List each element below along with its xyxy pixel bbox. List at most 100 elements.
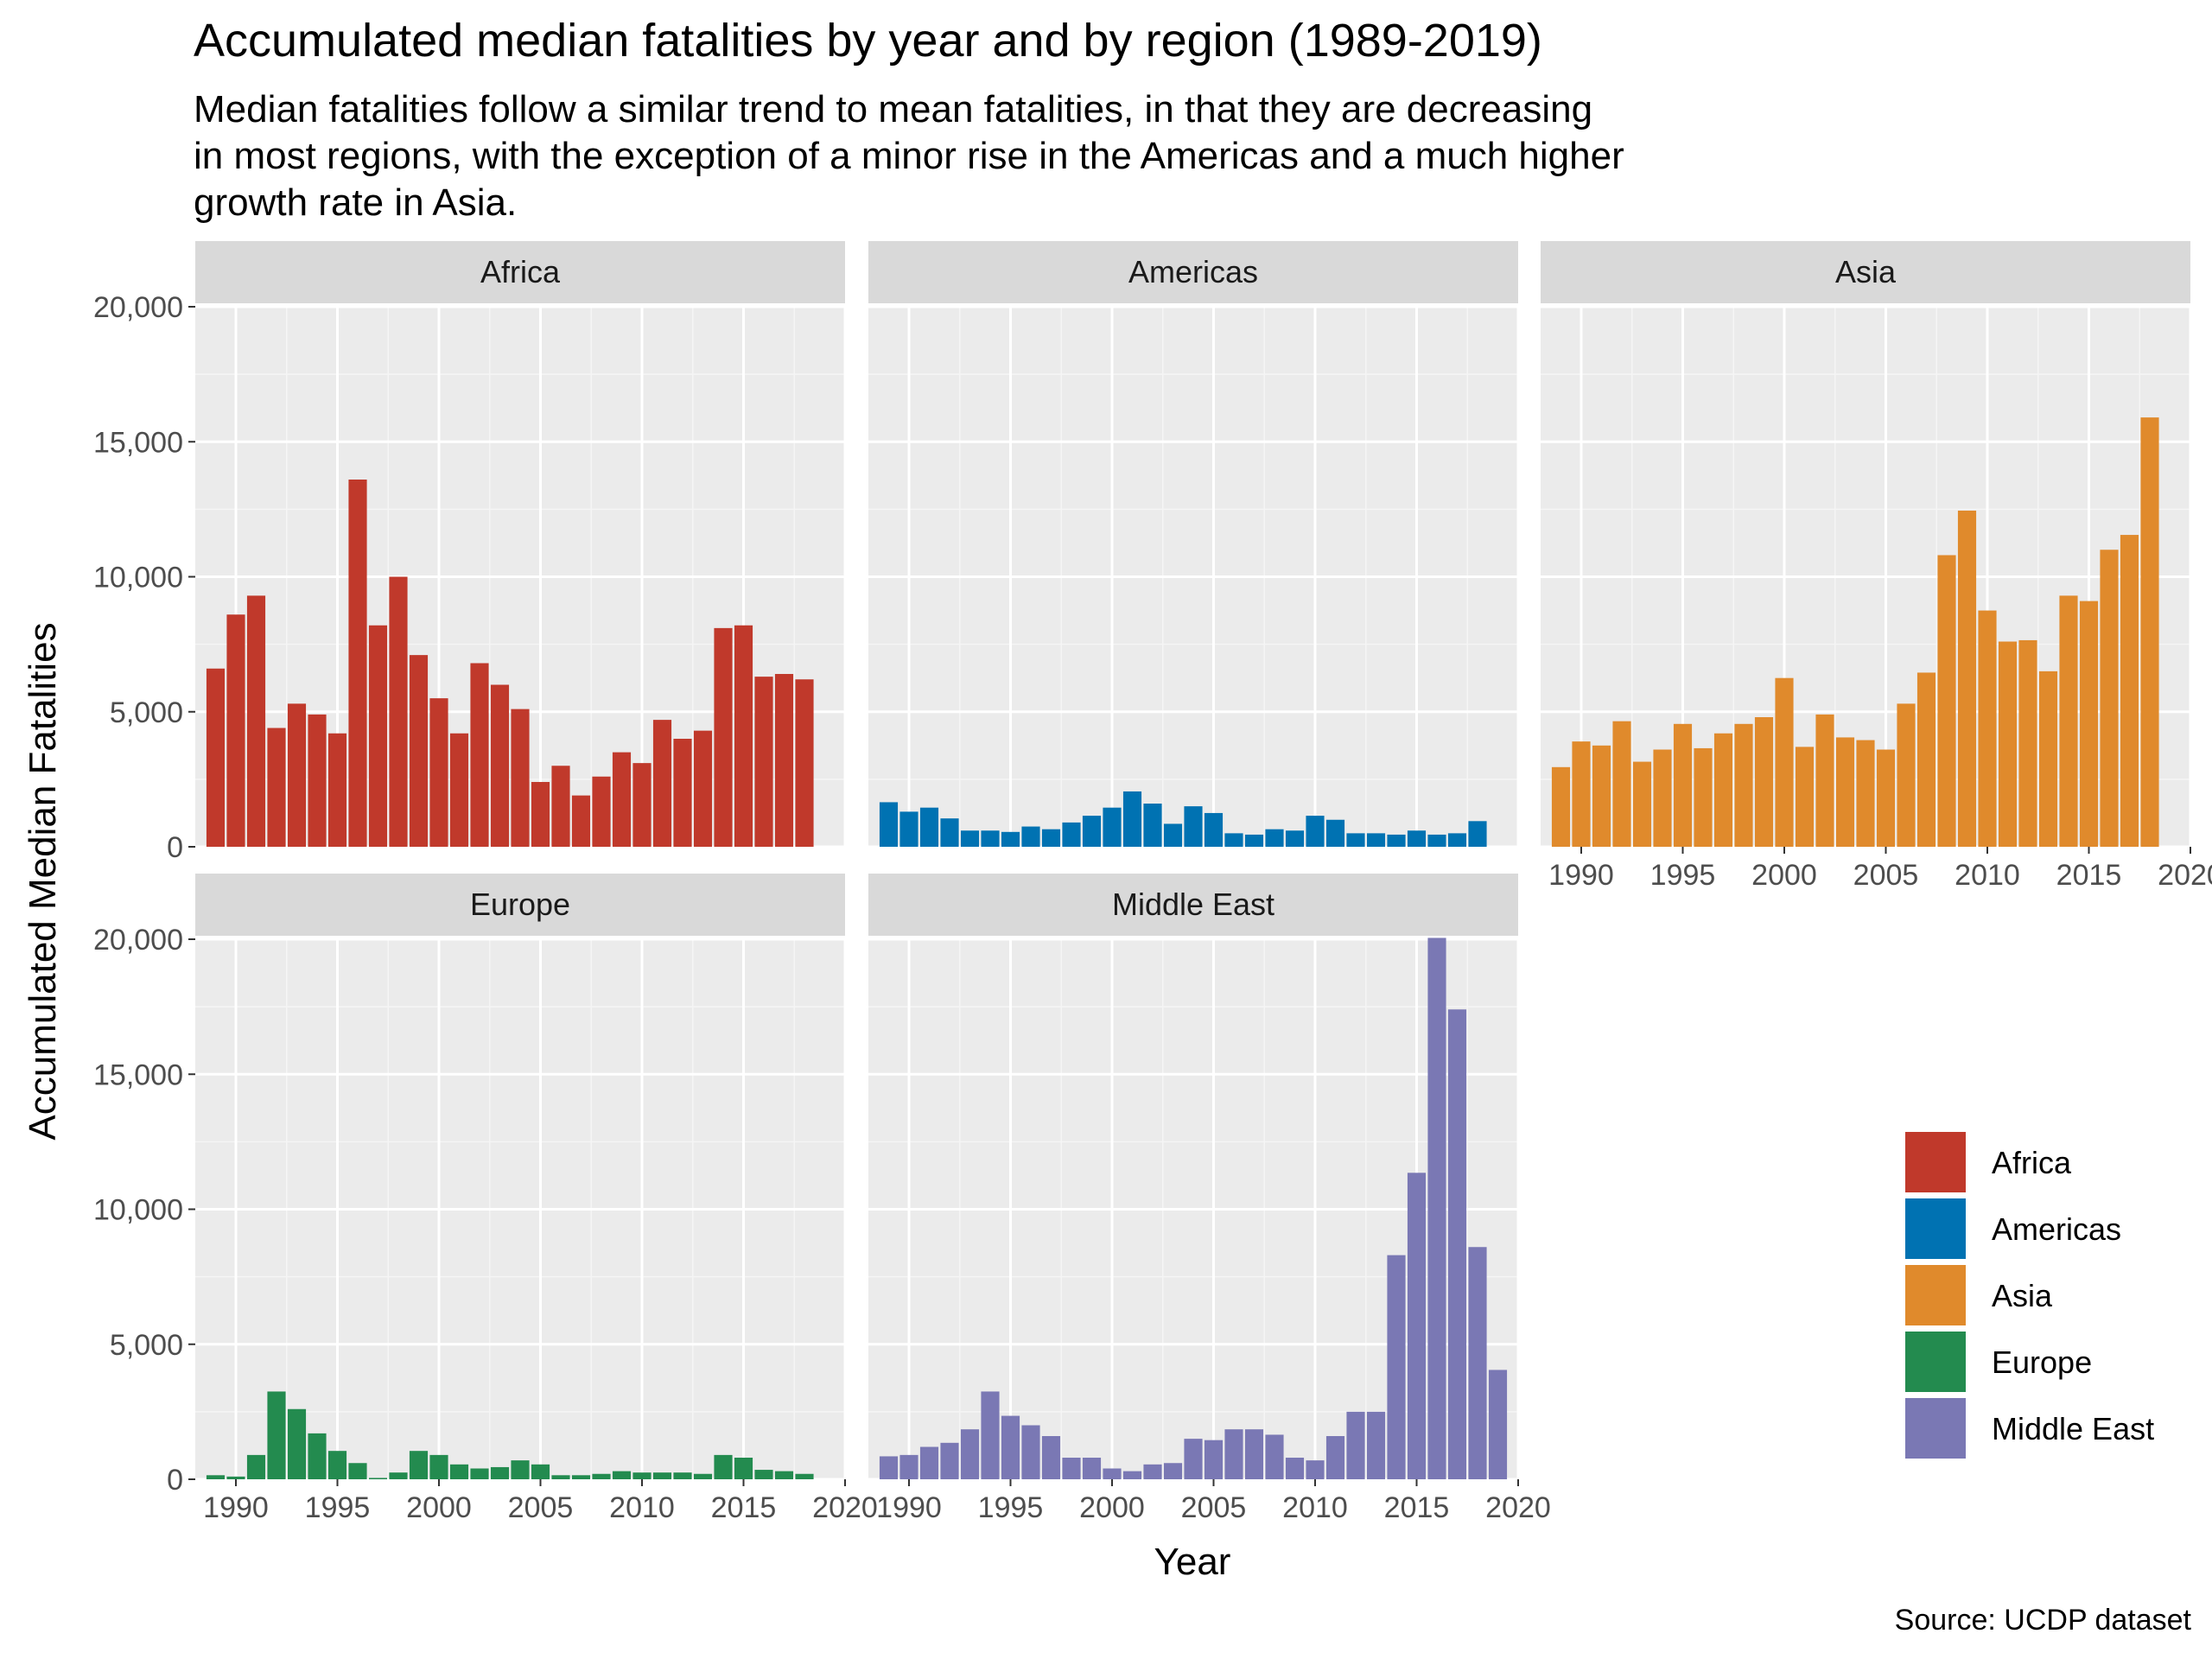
bar-europe-2009: [612, 1471, 632, 1479]
bar-middle-east-2009: [1285, 1458, 1305, 1479]
bar-europe-1991: [246, 1454, 266, 1479]
x-tick-label: 2020: [1485, 1491, 1551, 1524]
bar-europe-2012: [673, 1472, 692, 1479]
panel-europe: Europe 0 5,000 10,000 15,000 20,000 1990 1995 20…: [93, 874, 878, 1524]
bar-americas-2009: [1285, 830, 1305, 847]
bar-asia-2002: [1815, 714, 1834, 847]
facet-strip-africa: [195, 241, 845, 303]
bar-americas-2011: [1325, 819, 1345, 847]
legend-swatch-europe: [1905, 1332, 1966, 1392]
bar-europe-2017: [774, 1471, 794, 1479]
bar-europe-2015: [734, 1458, 753, 1479]
y-tick-label: 5,000: [110, 1329, 183, 1362]
y-tick-label: 0: [167, 1464, 183, 1497]
bar-asia-1995: [1673, 723, 1693, 847]
bar-africa-2006: [551, 766, 570, 847]
y-tick-label: 10,000: [93, 562, 183, 594]
bar-middle-east-2005: [1204, 1440, 1224, 1479]
bar-asia-2004: [1856, 740, 1875, 847]
x-tick-label: 2010: [1955, 859, 2020, 892]
bar-americas-1990: [899, 811, 918, 847]
bar-europe-1998: [389, 1472, 408, 1479]
bar-americas-2015: [1407, 830, 1427, 847]
bar-africa-2005: [531, 782, 550, 847]
bar-middle-east-1997: [1041, 1436, 1061, 1479]
bar-europe-1999: [409, 1451, 429, 1479]
x-tick-label: 2005: [508, 1491, 574, 1524]
bar-middle-east-2010: [1306, 1460, 1325, 1479]
x-tick-label: 1995: [305, 1491, 371, 1524]
bar-middle-east-1994: [981, 1391, 1000, 1479]
bar-europe-2014: [714, 1454, 733, 1479]
bar-middle-east-2000: [1103, 1468, 1122, 1479]
bar-americas-2006: [1224, 833, 1243, 847]
facet-label-americas: Americas: [1128, 254, 1258, 289]
bar-africa-1998: [389, 576, 408, 847]
x-tick-label: 1990: [1548, 859, 1614, 892]
bar-middle-east-1992: [940, 1442, 959, 1479]
panel-americas: Americas: [868, 241, 1520, 849]
panel-middle-east: Middle East 1990 1995 2000 2005 2010 2015 2020: [868, 874, 1551, 1524]
legend-swatch-africa: [1905, 1132, 1966, 1192]
bar-asia-1996: [1694, 747, 1713, 847]
legend-label-middle-east: Middle East: [1992, 1411, 2154, 1446]
facet-strip-americas: [868, 241, 1518, 303]
legend-label-asia: Asia: [1992, 1278, 2053, 1313]
bar-asia-2009: [1957, 510, 1977, 847]
bar-europe-2010: [632, 1472, 652, 1479]
bar-africa-2003: [490, 684, 510, 847]
x-tick-label: 1990: [203, 1491, 269, 1524]
bar-middle-east-1996: [1021, 1425, 1040, 1479]
bar-americas-2000: [1103, 807, 1122, 847]
bar-africa-2012: [673, 739, 692, 847]
legend-swatch-americas: [1905, 1198, 1966, 1259]
x-tick-label: 2005: [1853, 859, 1919, 892]
bar-asia-2003: [1835, 737, 1855, 847]
legend-label-europe: Europe: [1992, 1344, 2092, 1380]
bar-middle-east-2017: [1447, 1009, 1467, 1479]
bar-africa-2002: [470, 663, 489, 847]
bar-asia-2015: [2079, 601, 2099, 847]
y-axis-title: Accumulated Median Fatalities: [22, 622, 64, 1140]
bar-europe-1997: [368, 1478, 388, 1479]
bar-africa-2017: [774, 674, 794, 847]
bar-americas-2008: [1265, 829, 1284, 847]
bar-africa-2018: [795, 679, 814, 847]
bar-europe-2008: [592, 1473, 611, 1479]
bar-middle-east-2011: [1325, 1436, 1345, 1479]
bar-africa-1999: [409, 655, 429, 847]
bar-asia-2001: [1795, 747, 1815, 847]
bar-americas-2016: [1427, 834, 1446, 847]
bar-europe-2013: [693, 1473, 713, 1479]
bar-asia-1994: [1653, 749, 1672, 847]
bar-middle-east-1995: [1001, 1415, 1020, 1479]
bar-americas-1996: [1021, 826, 1040, 847]
y-tick-label: 20,000: [93, 924, 183, 957]
caption: Source: UCDP dataset: [1895, 1604, 2192, 1637]
bar-asia-1989: [1551, 766, 1571, 847]
facet-label-middle-east: Middle East: [1112, 887, 1274, 922]
bar-middle-east-1998: [1062, 1458, 1081, 1479]
x-tick-label: 2015: [711, 1491, 777, 1524]
bar-europe-1989: [206, 1475, 226, 1479]
bar-asia-2007: [1916, 672, 1936, 847]
bar-europe-2001: [449, 1464, 469, 1479]
bar-africa-1997: [368, 625, 388, 847]
x-tick-label: 1990: [876, 1491, 942, 1524]
bar-africa-2008: [592, 776, 611, 847]
bar-americas-2013: [1366, 833, 1386, 847]
bar-americas-2002: [1143, 804, 1162, 847]
facet-label-africa: Africa: [480, 254, 561, 289]
bar-africa-1996: [348, 480, 367, 847]
legend-swatch-asia: [1905, 1265, 1966, 1325]
bar-asia-2008: [1937, 555, 1956, 847]
bar-europe-1996: [348, 1463, 367, 1479]
x-tick-label: 2020: [812, 1491, 878, 1524]
bar-middle-east-2012: [1346, 1411, 1365, 1479]
bar-middle-east-2006: [1224, 1429, 1243, 1479]
x-tick-label: 2000: [1751, 859, 1817, 892]
bar-middle-east-2007: [1244, 1429, 1264, 1479]
bar-europe-2006: [551, 1475, 570, 1479]
bar-europe-2011: [652, 1472, 672, 1479]
bar-americas-1992: [940, 818, 959, 847]
